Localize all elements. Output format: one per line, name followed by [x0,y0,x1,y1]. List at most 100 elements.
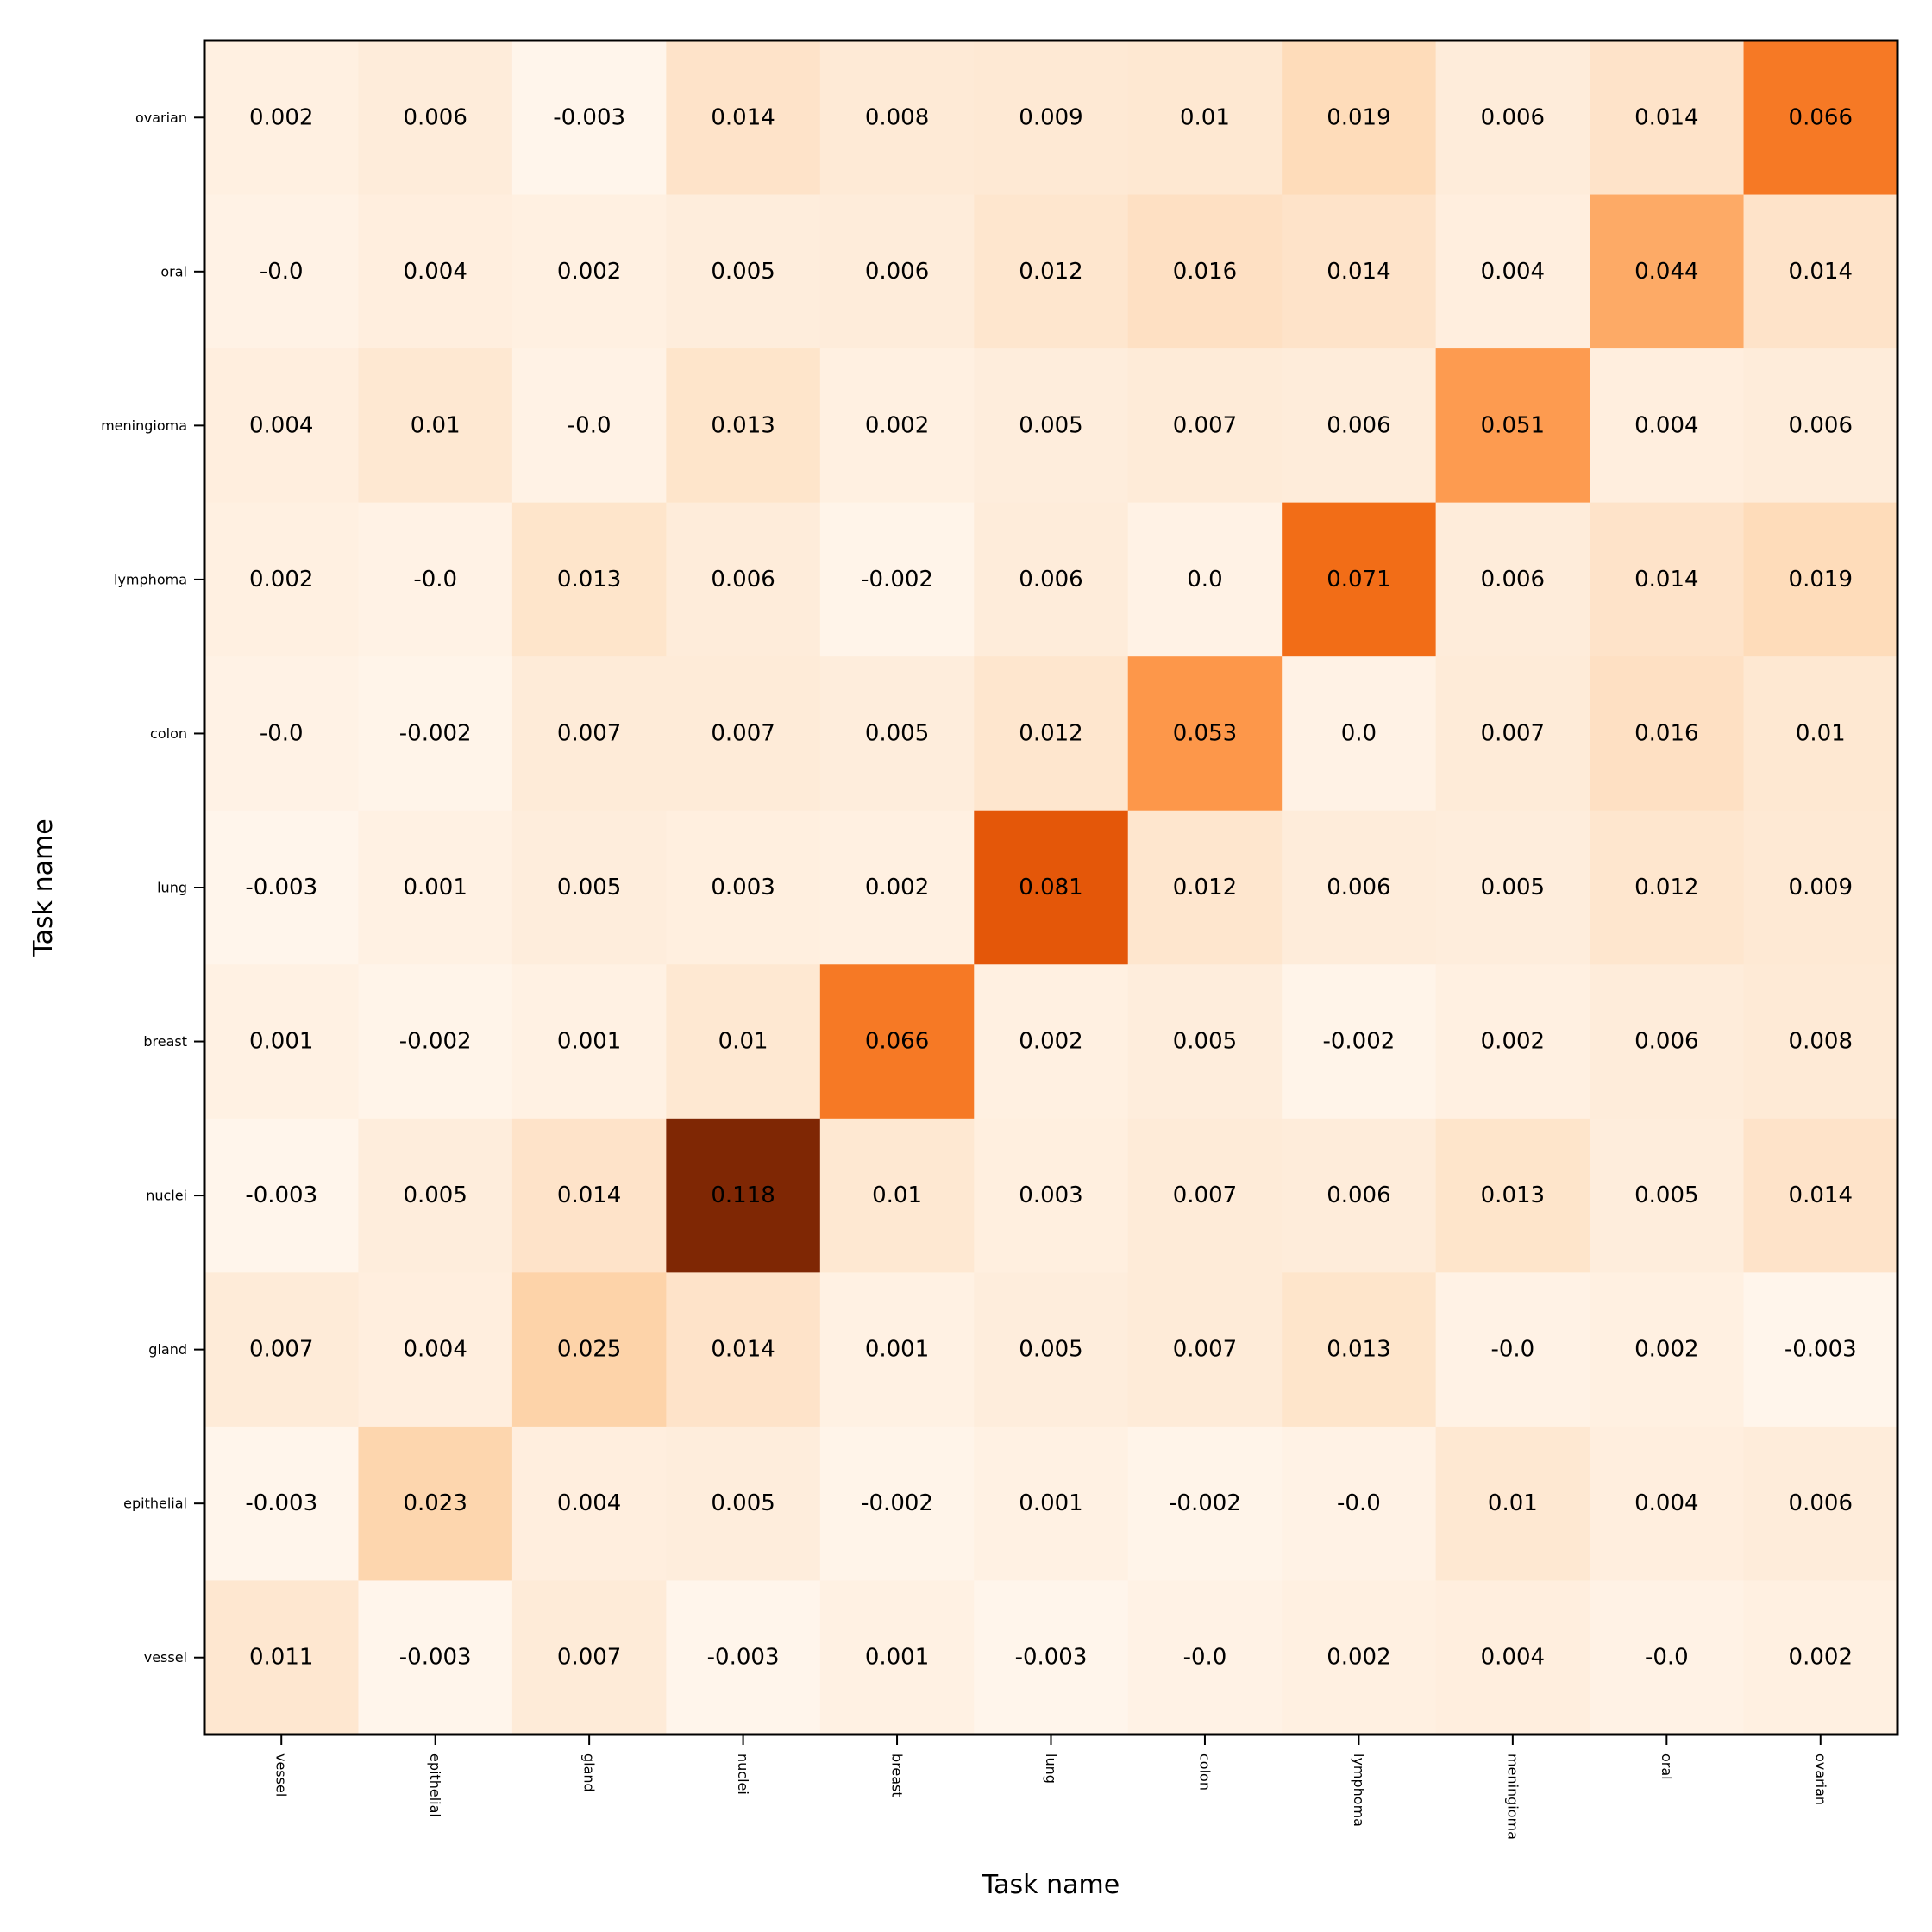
cell-value-label: 0.009 [1019,104,1082,130]
cell-value-label: -0.002 [861,1490,933,1516]
heatmap-cell-gland-lung [974,1272,1129,1427]
heatmap-cell-ovarian-oral [1590,41,1745,196]
heatmap-cell-oral-colon [1127,194,1283,349]
cell-value-label: -0.003 [245,1182,317,1208]
cell-value-label: 0.01 [718,1029,768,1055]
cell-value-label: 0.053 [1173,720,1237,746]
heatmap-cell-nuclei-colon [1127,1118,1283,1273]
cell-value-label: 0.006 [1481,104,1545,130]
heatmap-cell-meningioma-gland [511,348,667,504]
cell-value-label: 0.006 [1634,1029,1698,1055]
heatmap-cell-oral-lymphoma [1282,194,1437,349]
x-tick-label-breast: breast [889,1753,906,1797]
cell-value-label: 0.025 [557,1337,621,1363]
cell-value-label: -0.002 [861,567,933,593]
heatmap-cell-lymphoma-lung [974,502,1129,657]
heatmap-cell-lymphoma-gland [511,502,667,657]
heatmap-cells [204,41,1898,1735]
heatmap-cell-epithelial-oral [1590,1426,1745,1581]
cell-value-label: 0.016 [1173,259,1237,285]
cell-value-label: 0.006 [1327,412,1390,438]
cell-value-label: 0.016 [1634,720,1698,746]
heatmap-cell-vessel-lymphoma [1282,1580,1437,1735]
heatmap-cell-meningioma-lymphoma [1282,348,1437,504]
heatmap-cell-breast-nuclei [666,964,821,1120]
heatmap-cell-lung-gland [511,810,667,965]
cell-value-label: 0.003 [711,875,775,900]
heatmap-cell-vessel-meningioma [1435,1580,1590,1735]
heatmap-cell-meningioma-meningioma [1435,348,1590,504]
cell-value-label: 0.005 [1634,1182,1698,1208]
cell-value-label: 0.006 [403,104,467,130]
heatmap-cell-meningioma-ovarian [1743,348,1898,504]
heatmap-cell-colon-lymphoma [1282,656,1437,812]
cell-value-label: 0.002 [249,104,313,130]
cell-value-label: 0.005 [1173,1029,1237,1055]
heatmap-cell-meningioma-lung [974,348,1129,504]
heatmap-cell-lung-oral [1590,810,1745,965]
heatmap-cell-epithelial-nuclei [666,1426,821,1581]
heatmap-cell-gland-epithelial [358,1272,513,1427]
cell-value-label: 0.01 [872,1182,922,1208]
heatmap-cell-oral-lung [974,194,1129,349]
cell-value-label: 0.051 [1481,412,1545,438]
cell-value-label: 0.013 [1481,1182,1545,1208]
cell-value-label: 0.001 [557,1029,621,1055]
cell-value-label: 0.006 [1481,567,1545,593]
cell-value-label: 0.005 [711,1490,775,1516]
heatmap-cell-lymphoma-lymphoma [1282,502,1437,657]
heatmap-cell-ovarian-lung [974,41,1129,196]
heatmap-cell-lung-lymphoma [1282,810,1437,965]
cell-value-label: 0.066 [1789,104,1853,130]
heatmap-cell-lung-breast [819,810,975,965]
cell-value-label: 0.006 [1019,567,1082,593]
cell-value-label: -0.0 [413,567,457,593]
cell-value-label: 0.023 [403,1490,467,1516]
heatmap-cell-oral-epithelial [358,194,513,349]
cell-value-label: 0.019 [1327,104,1390,130]
x-tick-label-colon: colon [1196,1753,1213,1791]
heatmap-cell-colon-epithelial [358,656,513,812]
heatmap-cell-colon-colon [1127,656,1283,812]
heatmap-cell-lung-nuclei [666,810,821,965]
heatmap-cell-nuclei-breast [819,1118,975,1273]
cell-value-label: 0.013 [1327,1337,1390,1363]
heatmap-cell-colon-oral [1590,656,1745,812]
heatmap-cell-vessel-nuclei [666,1580,821,1735]
y-tick-label-colon: colon [150,725,187,742]
cell-value-label: 0.01 [1488,1490,1538,1516]
y-tick-label-breast: breast [143,1033,187,1050]
heatmap-cell-lymphoma-oral [1590,502,1745,657]
heatmap-cell-epithelial-lymphoma [1282,1426,1437,1581]
heatmap-cell-lung-meningioma [1435,810,1590,965]
cell-value-label: 0.009 [1789,875,1853,900]
cell-value-label: 0.005 [557,875,621,900]
cell-value-label: -0.0 [260,720,304,746]
heatmap-cell-vessel-breast [819,1580,975,1735]
cell-value-label: 0.002 [865,412,929,438]
y-tick-label-lung: lung [157,880,187,896]
heatmap-cell-gland-gland [511,1272,667,1427]
heatmap-cell-meningioma-vessel [204,348,359,504]
heatmap-cell-colon-ovarian [1743,656,1898,812]
cell-value-label: 0.014 [1789,259,1853,285]
heatmap-cell-colon-meningioma [1435,656,1590,812]
cell-value-label: 0.001 [249,1029,313,1055]
cell-value-label: 0.005 [403,1182,467,1208]
y-axis-ticks: ovarian oral meningioma lymphoma colon lung br… [101,110,204,1665]
heatmap-cell-vessel-ovarian [1743,1580,1898,1735]
y-tick-label-oral: oral [160,263,187,279]
heatmap-cell-ovarian-breast [819,41,975,196]
heatmap-cell-nuclei-vessel [204,1118,359,1273]
cell-value-label: -0.003 [707,1645,780,1671]
heatmap-cell-lung-ovarian [1743,810,1898,965]
cell-value-label: -0.0 [1645,1645,1689,1671]
cell-value-label: 0.0 [1341,720,1377,746]
heatmap-cell-ovarian-nuclei [666,41,821,196]
heatmap-cell-nuclei-nuclei [666,1118,821,1273]
y-axis-label: Task name [28,819,59,957]
cell-value-label: 0.002 [1789,1645,1853,1671]
cell-value-label: -0.0 [1337,1490,1381,1516]
cell-value-label: 0.001 [865,1645,929,1671]
